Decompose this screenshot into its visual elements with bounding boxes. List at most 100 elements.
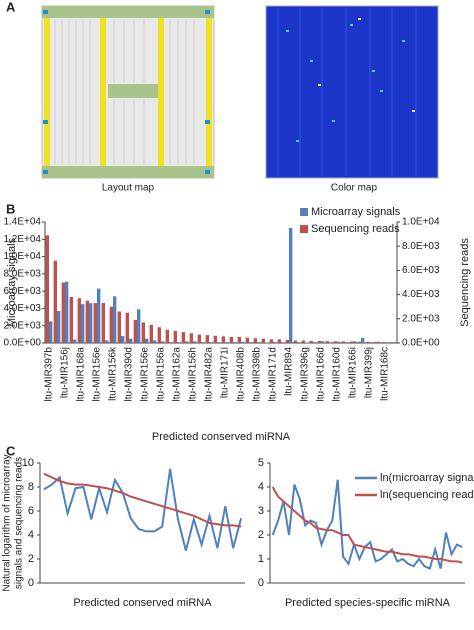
bar: [261, 338, 265, 343]
x-tick-label: ltu-MIR156a: [156, 347, 167, 402]
image-caption: Layout map: [102, 183, 155, 194]
bar: [225, 342, 229, 343]
bar: [157, 327, 161, 343]
y2-tick-label: 6.0E+03: [402, 265, 440, 276]
bar: [285, 339, 289, 343]
bar: [161, 341, 165, 343]
legend-label: ln(microarray signals): [380, 472, 474, 484]
y-tick-label: 1.4E+04: [3, 217, 41, 228]
legend-label: Sequencing reads: [311, 223, 400, 235]
layout-map-image: [41, 5, 215, 179]
legend-swatch: [300, 208, 308, 216]
bar: [349, 341, 353, 343]
bar: [277, 339, 281, 343]
color-map-image: [265, 5, 439, 179]
x-tick-label: ltu-MIR390d: [124, 347, 135, 401]
bar: [61, 282, 65, 343]
bar: [169, 342, 173, 343]
bar: [45, 235, 49, 343]
x-tick-label: ltu-MIR397b: [44, 347, 55, 402]
line: [43, 468, 243, 551]
x-tick-label: ltu-MIR408b: [236, 347, 247, 402]
bar: [109, 306, 113, 343]
bar: [141, 322, 145, 343]
bar: [177, 342, 181, 343]
x-tick-label: ltu-MIR396g: [300, 347, 311, 401]
x-tick-label: ltu-MIR160d: [332, 347, 343, 401]
x-tick-label: ltu-MIR156k: [108, 346, 119, 401]
x-tick-label: ltu-MIR398b: [252, 347, 263, 402]
bar: [317, 341, 321, 343]
bar: [297, 342, 301, 343]
bar: [229, 336, 233, 343]
bar: [329, 342, 333, 343]
x-tick-label: ltu-MIR156e: [92, 347, 103, 402]
bar: [253, 338, 257, 343]
bar: [257, 342, 261, 343]
legend-label: Microarray signals: [311, 206, 401, 218]
bar: [137, 309, 141, 343]
y-axis-label: signals and sequencing reads: [14, 457, 25, 589]
y-tick-label: 10: [22, 457, 34, 469]
bar: [185, 341, 189, 343]
bar: [93, 303, 97, 343]
bar: [65, 281, 69, 343]
bar: [173, 330, 177, 343]
y-tick-label: 3: [258, 505, 264, 517]
bar: [81, 304, 85, 343]
bar: [281, 342, 285, 343]
bar: [197, 334, 201, 343]
bar: [221, 336, 225, 343]
x-tick-label: ltu-MIR482a: [204, 347, 215, 402]
bar: [377, 341, 381, 343]
x-tick-label: ltu-MIR166d: [316, 347, 327, 401]
x-tick-label: ltu-MIR894: [284, 347, 295, 396]
bar: [293, 340, 297, 343]
bar: [181, 332, 185, 343]
y-tick-label: 2: [28, 553, 34, 565]
x-tick-label: ltu-MIR156e: [140, 347, 151, 402]
bar: [393, 342, 397, 343]
x-axis-label: Predicted species-specific miRNA: [285, 597, 451, 609]
y-tick-label: 0.0E+00: [3, 338, 41, 349]
bar: [73, 339, 77, 343]
x-axis-label: Predicted conserved miRNA: [73, 597, 212, 609]
line: [43, 472, 242, 528]
bar: [165, 329, 169, 343]
bar: [249, 342, 253, 343]
x-axis-label: Predicted conserved miRNA: [152, 431, 291, 443]
bar: [97, 288, 101, 343]
bar: [89, 303, 93, 343]
panel-label: B: [6, 201, 15, 216]
bar: [133, 320, 137, 343]
x-tick-label: ltu-MIR156j: [60, 347, 71, 398]
bar: [333, 341, 337, 343]
bar: [241, 341, 245, 343]
bar: [49, 321, 53, 343]
bar: [125, 312, 129, 343]
bar: [149, 324, 153, 343]
bar: [337, 341, 341, 343]
bar: [129, 338, 133, 343]
y-tick-label: 4: [28, 529, 34, 541]
y-tick-label: 1: [258, 553, 264, 565]
y2-tick-label: 0.0E+00: [402, 338, 440, 349]
bar: [209, 342, 213, 343]
panel-label: A: [6, 0, 16, 14]
bar: [345, 342, 349, 343]
y-tick-label: 0: [258, 577, 264, 589]
bar: [245, 337, 249, 343]
x-tick-label: ltu-MIR156h: [188, 347, 199, 401]
bar: [325, 341, 329, 343]
y-tick-label: 8: [28, 481, 34, 493]
panel-label: C: [6, 443, 16, 458]
legend-label: ln(sequencing reads): [380, 489, 474, 501]
bar: [233, 342, 237, 343]
bar: [53, 260, 57, 343]
bar: [69, 297, 73, 343]
bar: [289, 228, 293, 343]
y-tick-label: 5: [258, 457, 264, 469]
x-tick-label: ltu-MIR166i: [348, 347, 359, 398]
y-axis-label: Natural logarithm of microarray: [2, 454, 13, 591]
